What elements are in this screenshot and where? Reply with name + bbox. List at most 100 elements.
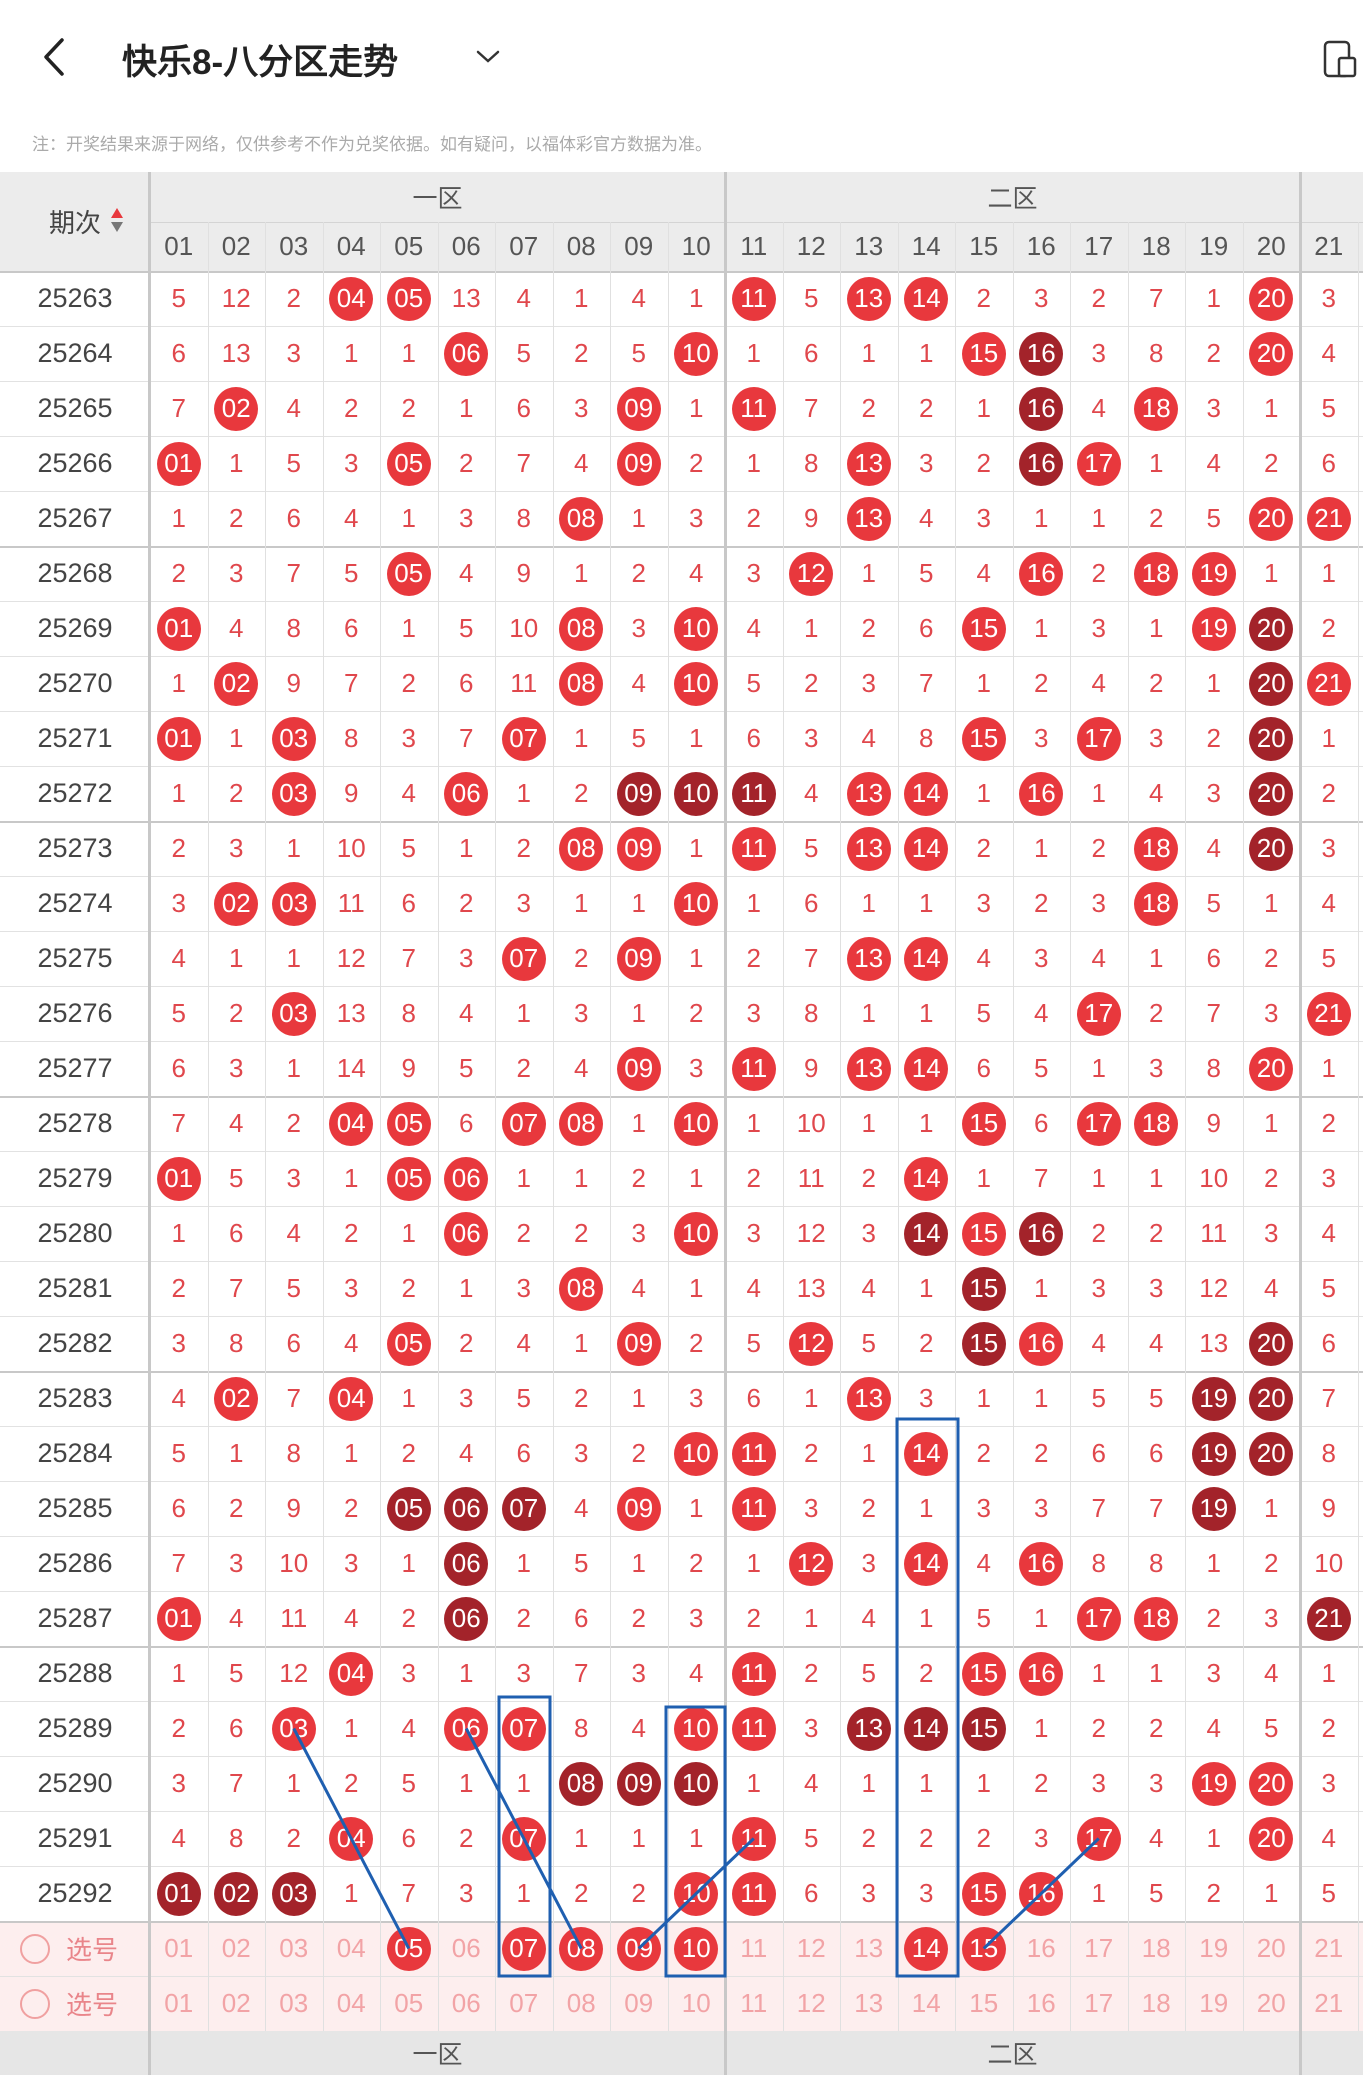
select-number[interactable]: 10 bbox=[681, 1988, 711, 2018]
drawn-number: 04 bbox=[329, 276, 374, 321]
row-line bbox=[0, 1646, 1363, 1648]
select-number[interactable]: 09 bbox=[624, 1988, 654, 2018]
drawn-number[interactable]: 08 bbox=[559, 1926, 604, 1971]
drawn-number[interactable]: 05 bbox=[386, 1926, 431, 1971]
miss-count: 4 bbox=[1321, 888, 1336, 918]
miss-count: 5 bbox=[1149, 1383, 1164, 1413]
miss-count: 9 bbox=[286, 668, 301, 698]
miss-count: 8 bbox=[1149, 1548, 1164, 1578]
miss-count: 3 bbox=[516, 1273, 531, 1303]
miss-count: 6 bbox=[804, 338, 819, 368]
drawn-number[interactable]: 10 bbox=[674, 1926, 719, 1971]
miss-count: 1 bbox=[689, 393, 704, 423]
miss-count: 1 bbox=[459, 1273, 474, 1303]
miss-count: 2 bbox=[631, 1438, 646, 1468]
period: 25283 bbox=[37, 1383, 113, 1413]
miss-count: 2 bbox=[861, 1493, 876, 1523]
select-number[interactable]: 21 bbox=[1314, 1988, 1344, 2018]
select-number[interactable]: 04 bbox=[336, 1933, 366, 1963]
period: 25291 bbox=[37, 1823, 113, 1853]
miss-count: 9 bbox=[401, 1053, 416, 1083]
column-label: 11 bbox=[740, 231, 768, 261]
miss-count: 3 bbox=[804, 1493, 819, 1523]
drawn-number[interactable]: 07 bbox=[501, 1926, 546, 1971]
select-number[interactable]: 16 bbox=[1026, 1988, 1056, 2018]
miss-count: 2 bbox=[286, 283, 301, 313]
select-number[interactable]: 12 bbox=[796, 1988, 826, 2018]
miss-count: 7 bbox=[286, 558, 301, 588]
select-number[interactable]: 03 bbox=[279, 1988, 309, 2018]
miss-count: 5 bbox=[1206, 503, 1221, 533]
miss-count: 1 bbox=[1149, 613, 1164, 643]
select-number[interactable]: 06 bbox=[451, 1933, 481, 1963]
miss-count: 3 bbox=[861, 1218, 876, 1248]
drawn-number[interactable]: 09 bbox=[616, 1926, 661, 1971]
back-button[interactable] bbox=[40, 36, 70, 78]
sort-icon[interactable] bbox=[110, 206, 124, 234]
drawn-number: 16 bbox=[1019, 771, 1064, 816]
select-number[interactable]: 04 bbox=[336, 1988, 366, 2018]
drawn-number[interactable]: 14 bbox=[904, 1926, 949, 1971]
column-label: 04 bbox=[336, 231, 366, 261]
miss-count: 1 bbox=[746, 888, 761, 918]
select-number[interactable]: 06 bbox=[451, 1988, 481, 2018]
row-line bbox=[0, 876, 1363, 877]
select-number[interactable]: 07 bbox=[509, 1988, 539, 2018]
miss-count: 3 bbox=[459, 1383, 474, 1413]
select-number[interactable]: 19 bbox=[1199, 1933, 1229, 1963]
select-number[interactable]: 19 bbox=[1199, 1988, 1229, 2018]
select-radio[interactable] bbox=[20, 1934, 50, 1964]
device-icon[interactable] bbox=[1323, 40, 1359, 80]
miss-count: 2 bbox=[689, 1328, 704, 1358]
select-number[interactable]: 13 bbox=[854, 1933, 884, 1963]
select-number[interactable]: 16 bbox=[1026, 1933, 1056, 1963]
miss-count: 1 bbox=[689, 1273, 704, 1303]
miss-count: 4 bbox=[1206, 448, 1221, 478]
drawn-number: 10 bbox=[674, 1101, 719, 1146]
miss-count: 5 bbox=[171, 1438, 186, 1468]
drawn-number: 17 bbox=[1076, 441, 1121, 486]
select-number[interactable]: 18 bbox=[1141, 1988, 1171, 2018]
miss-count: 4 bbox=[919, 503, 934, 533]
select-number[interactable]: 17 bbox=[1084, 1988, 1114, 2018]
select-number[interactable]: 05 bbox=[394, 1988, 424, 2018]
footer-bg bbox=[0, 2031, 1363, 2075]
select-number[interactable]: 02 bbox=[221, 1988, 251, 2018]
row-bg bbox=[0, 1041, 1363, 1096]
select-number[interactable]: 08 bbox=[566, 1988, 596, 2018]
select-number[interactable]: 20 bbox=[1256, 1933, 1286, 1963]
column-line bbox=[552, 222, 554, 2031]
select-number[interactable]: 18 bbox=[1141, 1933, 1171, 1963]
miss-count: 2 bbox=[919, 393, 934, 423]
miss-count: 2 bbox=[746, 1163, 761, 1193]
select-number[interactable]: 20 bbox=[1256, 1988, 1286, 2018]
select-number[interactable]: 11 bbox=[740, 1933, 768, 1963]
miss-count: 3 bbox=[1321, 283, 1336, 313]
miss-count: 1 bbox=[746, 1548, 761, 1578]
select-number[interactable]: 15 bbox=[969, 1988, 999, 2018]
select-number[interactable]: 12 bbox=[796, 1933, 826, 1963]
select-number[interactable]: 01 bbox=[164, 1933, 194, 1963]
miss-count: 9 bbox=[344, 778, 359, 808]
miss-count: 2 bbox=[171, 1713, 186, 1743]
drawn-number: 02 bbox=[214, 661, 259, 706]
select-radio[interactable] bbox=[20, 1989, 50, 2019]
miss-count: 3 bbox=[1091, 1273, 1106, 1303]
drawn-number: 14 bbox=[904, 1211, 949, 1256]
miss-count: 1 bbox=[171, 778, 186, 808]
select-number[interactable]: 14 bbox=[911, 1988, 941, 2018]
select-number[interactable]: 02 bbox=[221, 1933, 251, 1963]
drawn-number: 21 bbox=[1306, 1596, 1351, 1641]
select-number[interactable]: 03 bbox=[279, 1933, 309, 1963]
drawn-number: 11 bbox=[731, 1486, 776, 1531]
dropdown-toggle[interactable] bbox=[475, 48, 501, 66]
select-number[interactable]: 01 bbox=[164, 1988, 194, 2018]
drawn-number[interactable]: 15 bbox=[961, 1926, 1006, 1971]
select-number[interactable]: 11 bbox=[740, 1988, 768, 2018]
miss-count: 1 bbox=[344, 1163, 359, 1193]
select-number[interactable]: 17 bbox=[1084, 1933, 1114, 1963]
miss-count: 2 bbox=[861, 393, 876, 423]
miss-count: 2 bbox=[1091, 1218, 1106, 1248]
select-number[interactable]: 13 bbox=[854, 1988, 884, 2018]
select-number[interactable]: 21 bbox=[1314, 1933, 1344, 1963]
